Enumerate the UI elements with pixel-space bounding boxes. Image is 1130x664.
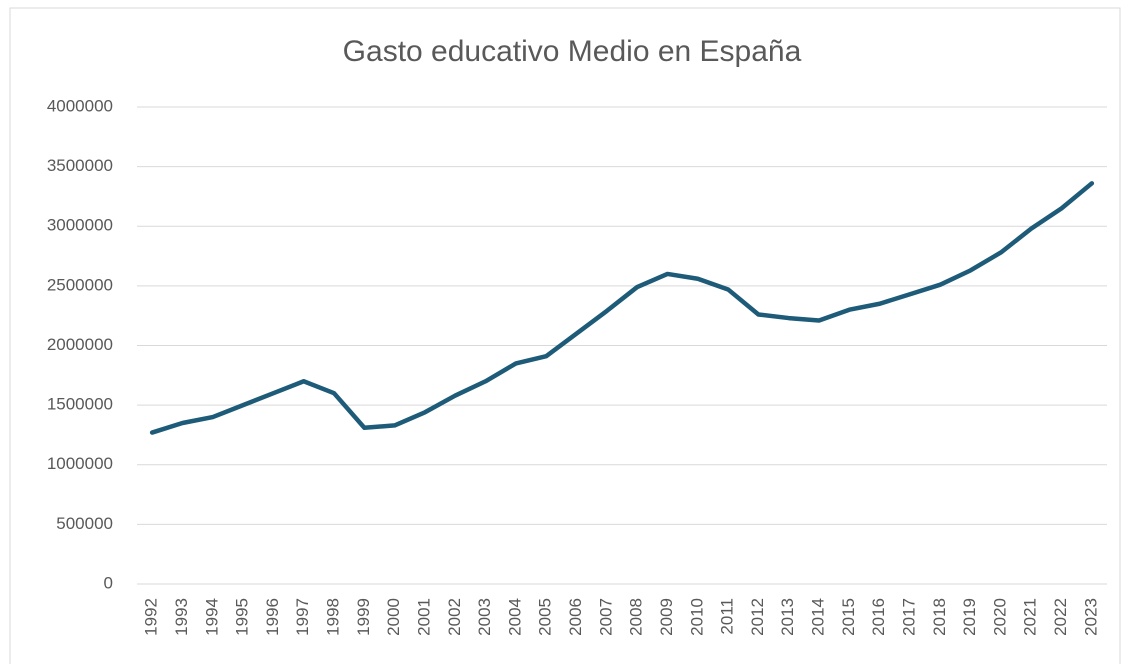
x-tick-label: 1992 [142,598,161,636]
x-tick-label: 1994 [202,598,221,636]
x-tick-label: 2014 [809,598,828,636]
x-tick-label: 2023 [1081,598,1100,636]
x-tick-label: 2018 [930,598,949,636]
x-tick-label: 2009 [657,598,676,636]
y-tick-label: 2000000 [47,335,113,354]
x-tick-label: 2002 [445,598,464,636]
y-tick-label: 3500000 [47,156,113,175]
x-tick-label: 2021 [1021,598,1040,636]
data-line [149,181,1095,435]
x-tick-label: 2006 [566,598,585,636]
x-tick-label: 2013 [778,598,797,636]
x-tick-label: 2020 [990,598,1009,636]
y-tick-label: 4000000 [47,96,113,115]
x-tick-label: 2016 [869,598,888,636]
chart-title: Gasto educativo Medio en España [343,35,802,68]
x-tick-label: 1999 [354,598,373,636]
x-tick-label: 2001 [414,598,433,636]
x-tick-label: 1995 [233,598,252,636]
x-tick-label: 2000 [384,598,403,636]
x-tick-label: 2010 [687,598,706,636]
y-tick-label: 3000000 [47,216,113,235]
x-tick-label: 2011 [718,598,737,635]
x-tick-label: 2007 [596,598,615,636]
y-tick-label: 0 [104,573,113,592]
x-tick-label: 2008 [627,598,646,636]
y-tick-label: 1500000 [47,395,113,414]
x-tick-label: 1998 [324,598,343,636]
x-tick-label: 1997 [293,598,312,636]
y-tick-label: 500000 [56,514,113,533]
x-tick-label: 2017 [899,598,918,636]
x-tick-label: 2012 [748,598,767,636]
x-tick-label: 2015 [839,598,858,636]
x-tick-label: 2005 [536,598,555,636]
chart-frame [9,7,1121,664]
x-tick-label: 1996 [263,598,282,636]
y-tick-label: 1000000 [47,454,113,473]
x-tick-label: 1993 [172,598,191,636]
x-tick-label: 2004 [505,598,524,636]
y-tick-label: 2500000 [47,275,113,294]
x-tick-label: 2019 [960,598,979,636]
x-tick-label: 2003 [475,598,494,636]
x-tick-label: 2022 [1051,598,1070,636]
